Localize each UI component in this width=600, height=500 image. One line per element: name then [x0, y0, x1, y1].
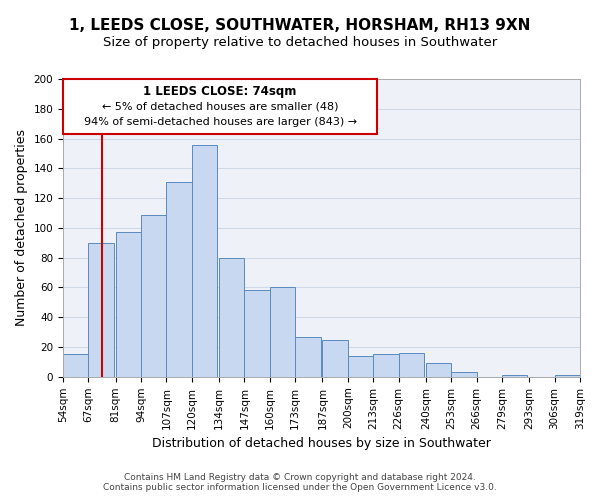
Text: ← 5% of detached houses are smaller (48): ← 5% of detached houses are smaller (48) — [102, 102, 338, 112]
Y-axis label: Number of detached properties: Number of detached properties — [15, 130, 28, 326]
Bar — [295, 336, 320, 377]
Bar — [373, 354, 398, 377]
Bar — [348, 356, 373, 377]
Text: 1 LEEDS CLOSE: 74sqm: 1 LEEDS CLOSE: 74sqm — [143, 84, 297, 98]
Text: Contains HM Land Registry data © Crown copyright and database right 2024.: Contains HM Land Registry data © Crown c… — [124, 474, 476, 482]
Bar — [426, 364, 451, 377]
Bar — [451, 372, 476, 377]
Bar — [219, 258, 244, 377]
X-axis label: Distribution of detached houses by size in Southwater: Distribution of detached houses by size … — [152, 437, 491, 450]
Bar — [141, 214, 166, 377]
Text: 1, LEEDS CLOSE, SOUTHWATER, HORSHAM, RH13 9XN: 1, LEEDS CLOSE, SOUTHWATER, HORSHAM, RH1… — [70, 18, 530, 32]
Bar — [63, 354, 88, 377]
Bar — [192, 144, 217, 377]
Text: Size of property relative to detached houses in Southwater: Size of property relative to detached ho… — [103, 36, 497, 49]
Bar — [88, 243, 114, 377]
Bar — [554, 376, 580, 377]
Bar — [270, 288, 295, 377]
Bar — [398, 353, 424, 377]
Text: 94% of semi-detached houses are larger (843) →: 94% of semi-detached houses are larger (… — [83, 117, 356, 127]
Bar — [322, 340, 348, 377]
Bar — [116, 232, 141, 377]
Text: Contains public sector information licensed under the Open Government Licence v3: Contains public sector information licen… — [103, 484, 497, 492]
Bar — [502, 376, 527, 377]
Bar — [244, 290, 270, 377]
Bar — [166, 182, 192, 377]
